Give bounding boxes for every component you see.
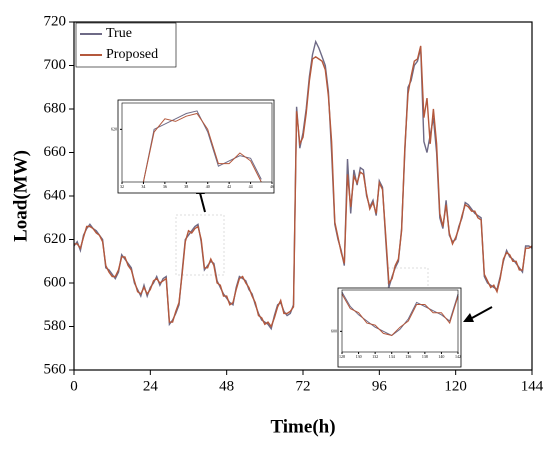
x-tick-label: 144 [521, 378, 544, 394]
y-tick-label: 560 [44, 361, 67, 377]
x-tick-label: 0 [70, 378, 78, 394]
x-tick-label: 132 [372, 354, 378, 359]
x-tick-label: 72 [296, 378, 311, 394]
x-tick-label: 24 [143, 378, 159, 394]
y-tick-label: 620 [44, 231, 67, 247]
x-tick-label: 138 [422, 354, 428, 359]
y-tick-label: 580 [44, 318, 67, 334]
axes-frame [341, 289, 459, 353]
x-tick-label: 44 [249, 184, 253, 189]
plot-area [341, 291, 459, 337]
axes-frame [73, 21, 533, 371]
y-tick-label: 720 [44, 13, 67, 29]
data-line [142, 112, 262, 183]
x-tick-label: 40 [206, 184, 210, 189]
x-tick-label: 38 [184, 184, 188, 189]
data-line [74, 45, 533, 328]
x-tick-label: 140 [438, 354, 444, 359]
x-tick-label: 42 [227, 184, 231, 189]
legend-label: True [106, 26, 132, 41]
data-line [341, 293, 459, 337]
x-tick-label: 142 [455, 354, 461, 359]
x-tick-label: 128 [339, 354, 345, 359]
y-tick-label: 600 [331, 328, 337, 333]
x-axis-label: Time(h) [270, 416, 335, 437]
x-tick-label: 134 [389, 354, 395, 359]
x-tick-label: 48 [219, 378, 234, 394]
x-tick-label: 32 [120, 184, 124, 189]
x-tick-label: 36 [163, 184, 167, 189]
plot-area [142, 110, 262, 183]
y-tick-label: 640 [44, 187, 67, 203]
y-axis-label: Load(MW) [10, 150, 31, 242]
x-tick-label: 46 [270, 184, 274, 189]
y-tick-label: 600 [44, 274, 67, 290]
zoom-region [175, 214, 225, 276]
legend-box [75, 22, 177, 68]
x-tick-label: 34 [141, 184, 145, 189]
x-tick-label: 136 [405, 354, 411, 359]
axes-frame [121, 102, 273, 183]
legend-label: Proposed [106, 47, 158, 62]
plot-area [73, 39, 533, 331]
x-tick-label: 120 [444, 378, 467, 394]
y-tick-label: 620 [111, 126, 117, 131]
x-tick-label: 96 [372, 378, 388, 394]
y-tick-label: 700 [44, 57, 67, 73]
y-tick-label: 680 [44, 100, 67, 116]
x-tick-label: 130 [356, 354, 362, 359]
y-tick-label: 660 [44, 144, 67, 160]
